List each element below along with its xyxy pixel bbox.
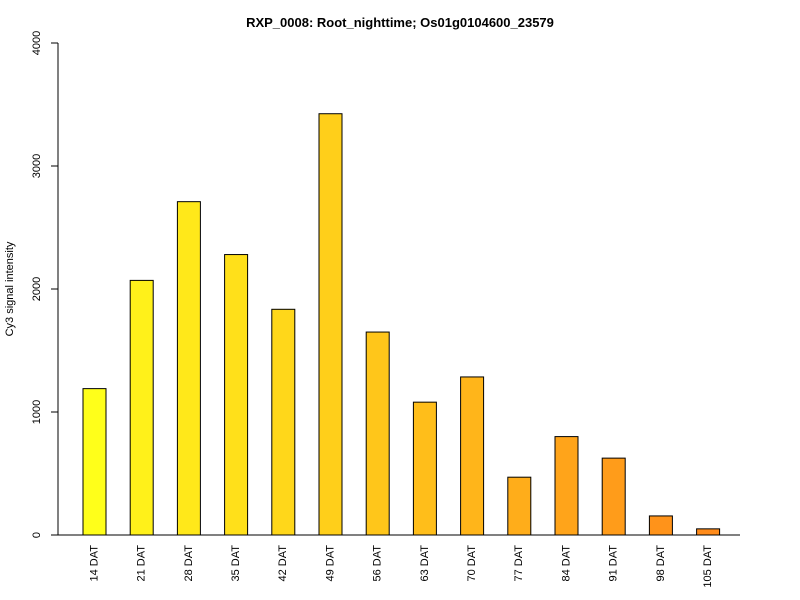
x-tick-label: 105 DAT — [702, 545, 714, 588]
x-tick-label: 91 DAT — [608, 545, 620, 582]
x-axis: 14 DAT 21 DAT 28 DAT 35 DAT 42 DAT 49 DAT 56 D… — [58, 534, 740, 588]
y-axis: 0 1000 2000 3000 4000 — [31, 31, 59, 538]
bar — [224, 254, 249, 536]
x-tick-label: 49 DAT — [324, 545, 336, 582]
bar — [82, 388, 107, 536]
x-tick-label: 35 DAT — [230, 545, 242, 582]
bar — [460, 376, 485, 536]
y-tick-label: 0 — [31, 532, 43, 538]
y-tick-label: 1000 — [31, 400, 43, 424]
x-tick-label: 28 DAT — [183, 545, 195, 582]
bar — [365, 331, 390, 536]
bar — [318, 113, 343, 536]
y-tick-label: 2000 — [31, 277, 43, 301]
x-tick-label: 42 DAT — [277, 545, 289, 582]
bars-group — [82, 113, 721, 536]
y-tick-label: 4000 — [31, 31, 43, 55]
x-tick-label: 63 DAT — [419, 545, 431, 582]
y-axis-label: Cy3 signal intensity — [4, 241, 16, 336]
x-tick-label: 70 DAT — [466, 545, 478, 582]
bar — [507, 476, 532, 536]
chart-title: RXP_0008: Root_nighttime; Os01g0104600_2… — [246, 15, 554, 30]
x-tick-label: 77 DAT — [513, 545, 525, 582]
x-tick-label: 21 DAT — [136, 545, 148, 582]
bar — [129, 279, 154, 536]
x-tick-label: 56 DAT — [372, 545, 384, 582]
bar — [601, 457, 626, 536]
x-tick-label: 84 DAT — [560, 545, 572, 582]
y-tick-label: 3000 — [31, 154, 43, 178]
bar — [176, 201, 201, 536]
x-tick-label: 14 DAT — [88, 545, 100, 582]
bar — [648, 515, 673, 536]
bar — [696, 528, 721, 536]
x-tick-label: 98 DAT — [655, 545, 667, 582]
bar — [412, 401, 437, 536]
bar — [271, 308, 296, 536]
bar — [554, 436, 579, 536]
